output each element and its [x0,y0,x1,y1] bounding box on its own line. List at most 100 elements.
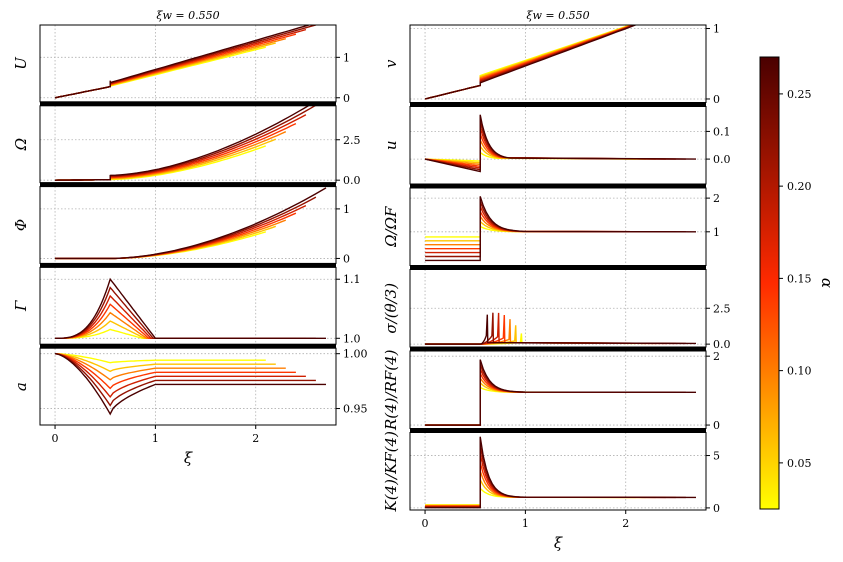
series-line-alpha-6 [55,353,326,416]
series-group [425,196,697,262]
series-line-alpha-0 [55,145,267,181]
x-tick-label: 2 [622,517,629,530]
series-group [425,436,697,509]
colorbar-gradient [759,56,780,510]
series-line-alpha-4 [425,206,676,254]
panel-OmegaRatio: 1 2 Ω/ΩF [382,187,720,270]
x-tick-label: 0 [422,517,429,530]
y-tick-label: 1 [343,203,350,216]
series-line-alpha-6 [55,277,326,339]
series-line-alpha-6 [54,25,312,99]
y-tick-label: 1 [713,226,720,239]
series-line-alpha-4 [425,312,676,345]
y-tick-label: 0.95 [343,403,368,416]
series-line-alpha-2 [425,319,656,345]
series-line-alpha-4 [425,368,676,426]
y-tick-label: 2.5 [713,302,731,315]
y-axis-label: Ω [12,138,30,151]
panel-frame [409,350,707,429]
y-tick-label: 2 [713,192,720,205]
series-line-alpha-3 [425,462,666,507]
y-axis-label: σ/(θ/3) [382,283,400,334]
series-line-alpha-0 [425,386,636,426]
series-group [54,25,317,99]
x-axis-label: ξ [554,534,563,552]
y-axis-label: K(4)/KF(4) [382,431,400,513]
series-group [424,114,697,173]
series-group [425,359,697,426]
x-axis-label: ξ [184,449,193,467]
y-tick-label: 1 [713,23,720,36]
series-line-alpha-4 [424,25,637,100]
y-axis-label: Φ [12,219,30,231]
panel-Omega: 0.0 2.5 Ω [12,105,361,187]
series-line-alpha-1 [425,479,646,506]
y-tick-label: 0.1 [713,125,731,138]
y-tick-label: 0 [343,92,350,105]
series-group [55,277,326,339]
series-group [55,353,326,416]
colorbar-tick-label: 0.05 [787,457,812,470]
panel-R4: 0 2 R(4)/RF(4) [382,349,720,433]
y-tick-label: 0 [713,502,720,515]
x-tick-label: 1 [522,517,529,530]
y-axis-label: Γ [12,300,30,312]
y-tick-label: 0.0 [713,338,731,351]
panel-frame [409,106,707,185]
x-tick-label: 2 [252,432,259,445]
panel-frame [409,432,707,511]
series-line-alpha-6 [424,25,638,100]
series-line-alpha-4 [55,294,306,339]
y-tick-label: 0.0 [343,174,361,187]
series-group [55,187,327,260]
panel-frame [409,24,707,103]
series-line-alpha-5 [55,286,316,339]
panel-frame [409,187,707,266]
x-tick-label: 0 [52,432,59,445]
series-line-alpha-1 [425,325,646,345]
y-tick-label: 2 [713,350,720,363]
series-line-alpha-6 [425,314,697,345]
panel-Gamma: 1.0 1.1 Γ [12,266,361,349]
y-axis-label: R(4)/RF(4) [382,349,400,431]
panel-frame [39,186,337,264]
colorbar-tick-label: 0.25 [787,88,812,101]
panel-U: 0 1 U [12,24,350,106]
series-line-alpha-6 [425,196,697,262]
y-axis-label: v [382,59,400,68]
series-line-alpha-3 [55,353,296,390]
panel-v: 0 1 v [382,23,720,107]
series-line-alpha-0 [425,151,636,162]
series-line-alpha-2 [55,353,286,381]
series-group [424,25,638,100]
series-line-alpha-5 [55,353,316,407]
y-tick-label: 5 [713,450,720,463]
series-line-alpha-2 [425,376,656,426]
panel-K4: 0 5 K(4)/KF(4) [382,431,720,515]
series-line-alpha-5 [425,363,686,426]
colorbar-tick-label: 0.20 [787,180,812,193]
y-tick-label: 0.0 [713,153,731,166]
series-line-alpha-4 [55,353,306,399]
series-line-alpha-1 [55,353,276,373]
column-title: ξw = 0.550 [526,9,589,22]
y-tick-label: 1 [343,51,350,64]
column-title: ξw = 0.550 [156,9,219,22]
y-tick-label: 0 [713,93,720,106]
colorbar-tick-label: 0.10 [787,365,812,378]
y-tick-label: 1.1 [343,273,361,286]
right-column: ξw = 0.55001v0.00.1u12Ω/ΩF0.02.5σ/(θ/3)0… [382,9,731,552]
y-tick-label: 0 [713,419,720,432]
series-line-alpha-3 [425,373,666,426]
panel-frame [39,347,337,426]
y-tick-label: 0 [343,252,350,265]
series-line-alpha-3 [425,314,666,345]
series-line-alpha-6 [425,359,697,426]
colorbar-label: α [818,278,836,288]
panel-sigma: 0.0 2.5 σ/(θ/3) [382,269,731,351]
y-axis-label: Ω/ΩF [382,206,400,248]
colorbar-tick-label: 0.15 [787,272,812,285]
panel-Phi: 0 1 Φ [12,186,350,268]
series-line-alpha-6 [424,114,697,173]
